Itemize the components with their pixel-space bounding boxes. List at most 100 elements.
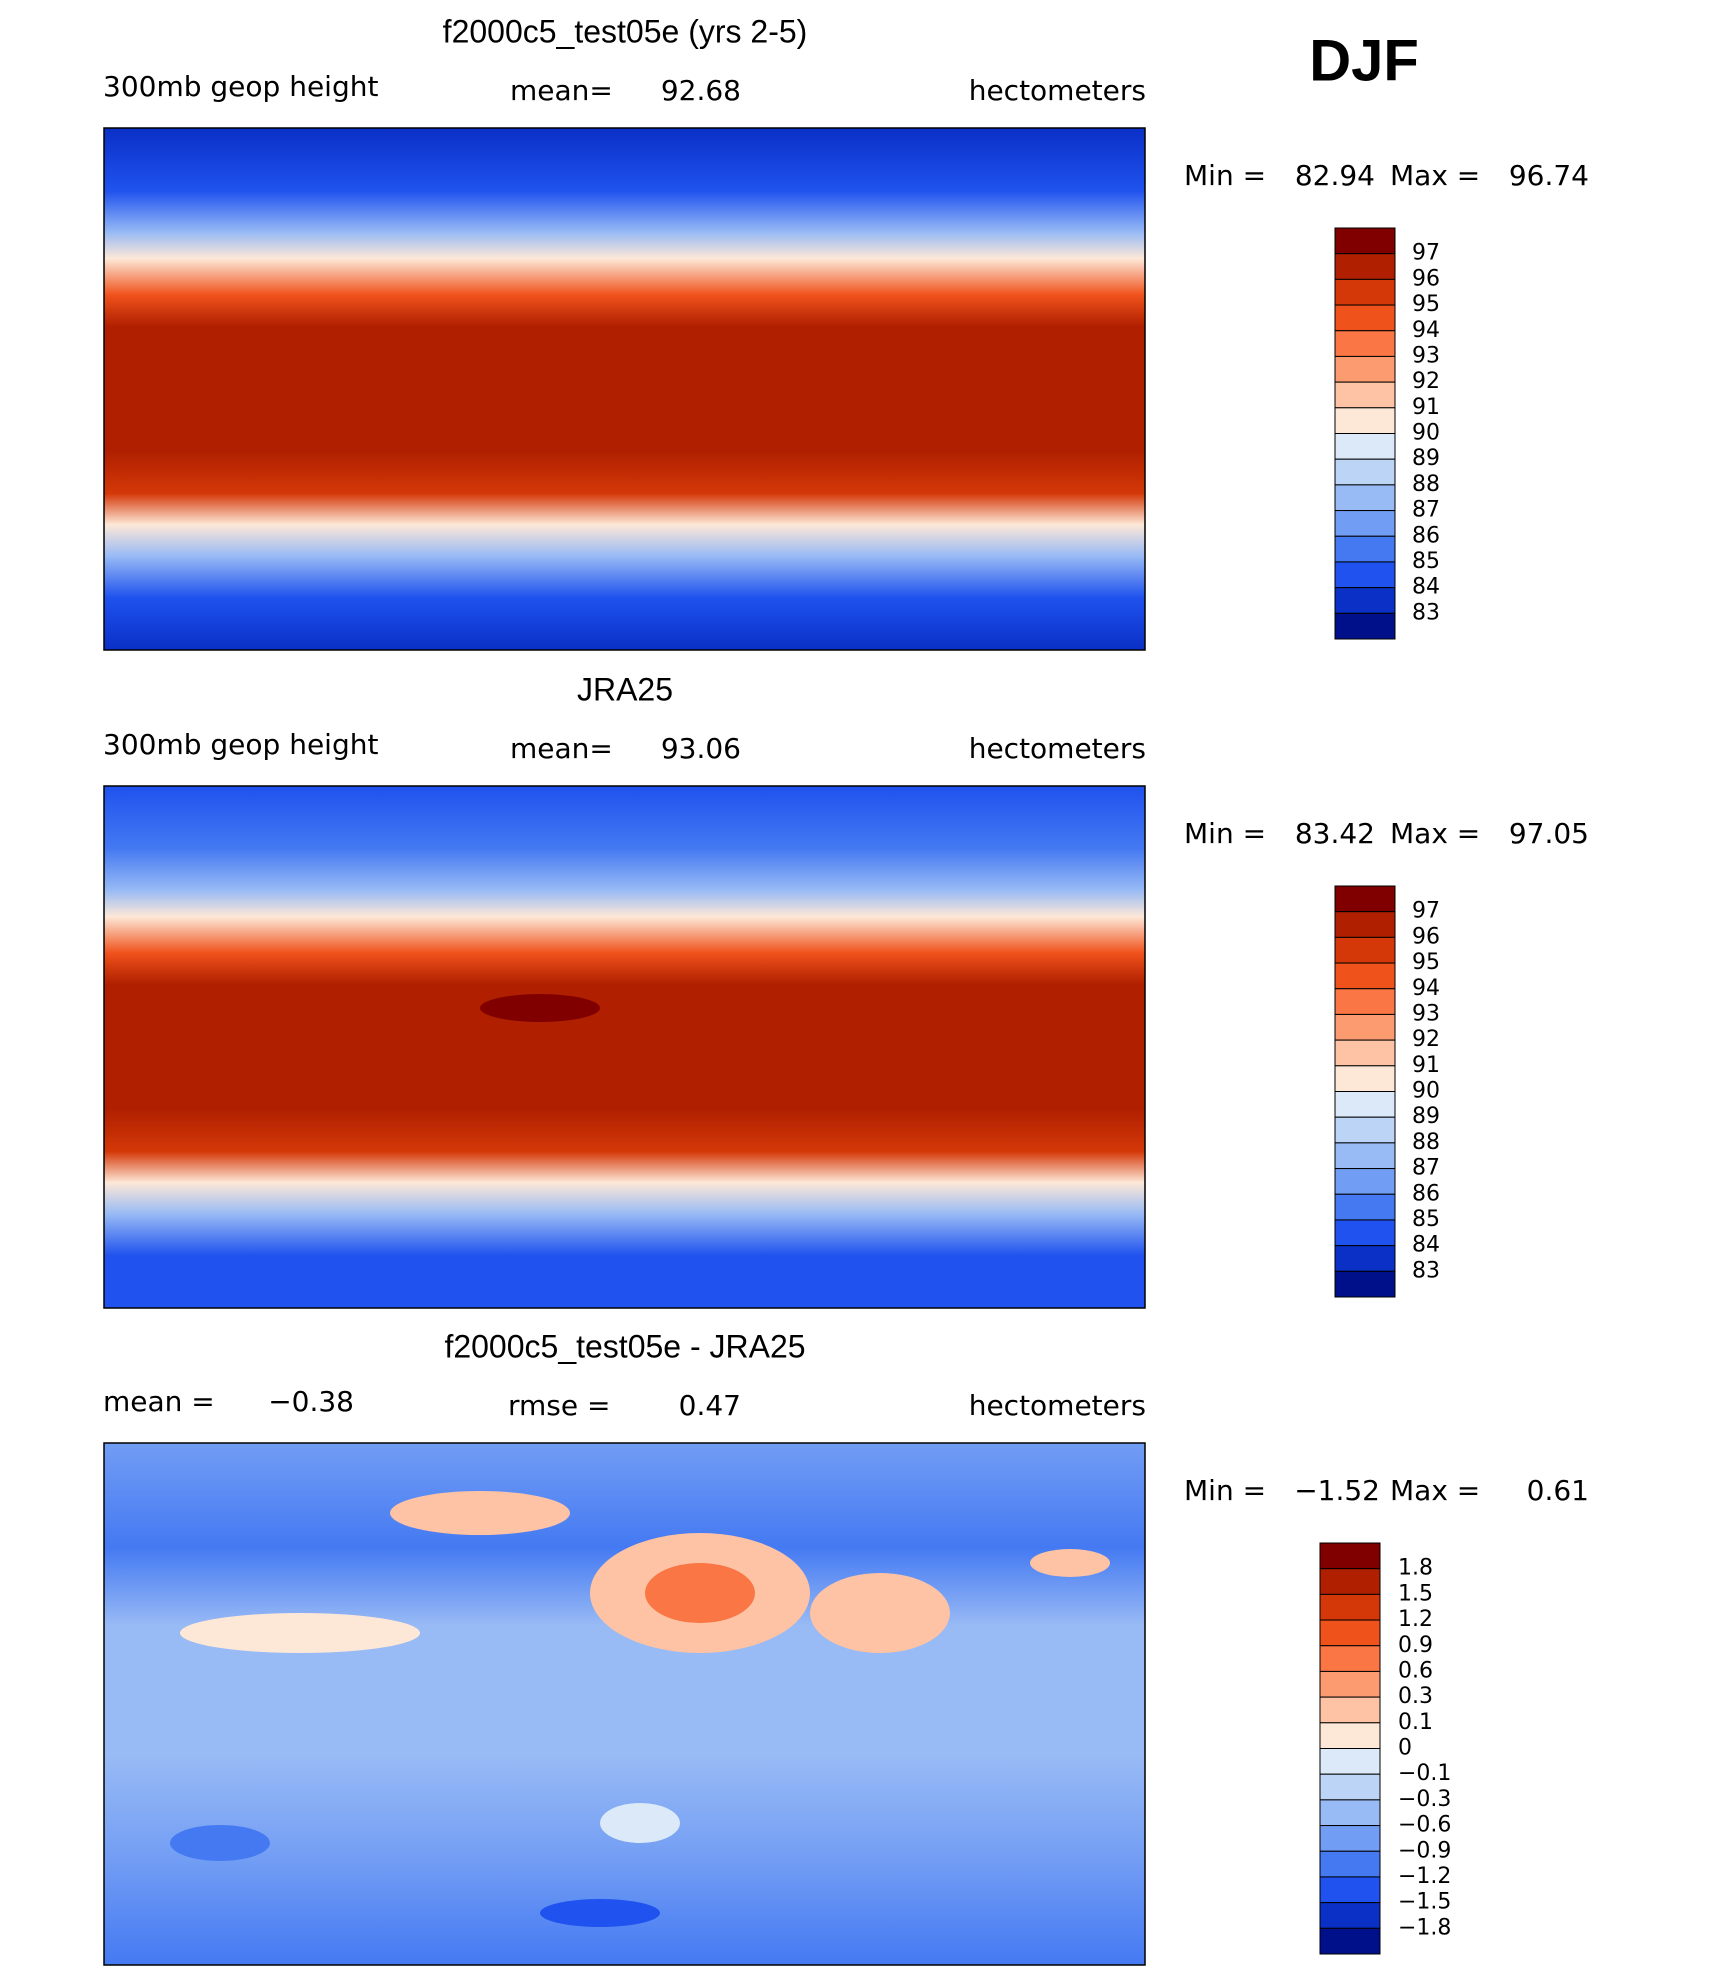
min-label: Min = xyxy=(1184,159,1266,192)
max-label: Max = xyxy=(1390,1474,1480,1507)
colorbar-label: 83 xyxy=(1412,600,1440,625)
colorbar-box xyxy=(1334,535,1396,563)
colorbar-label: 92 xyxy=(1412,1027,1440,1052)
map-field xyxy=(104,128,1145,650)
colorbar-box xyxy=(1334,911,1396,938)
colorbar-box xyxy=(1334,1193,1396,1221)
colorbar-label: 0 xyxy=(1398,1736,1412,1761)
colorbar-label: 86 xyxy=(1412,1181,1440,1206)
colorbar-box xyxy=(1334,1013,1396,1041)
colorbar-label: 94 xyxy=(1412,976,1440,1001)
max-value: 0.61 xyxy=(1527,1474,1589,1507)
colorbar-label: −0.3 xyxy=(1398,1787,1451,1812)
colorbar-box xyxy=(1319,1773,1381,1801)
colorbar-label: 85 xyxy=(1412,1207,1440,1232)
colorbar-box xyxy=(1319,1748,1381,1775)
colorbar-label: 89 xyxy=(1412,1104,1440,1129)
left-label: mean = xyxy=(103,1385,215,1418)
colorbar-label: −1.8 xyxy=(1398,1915,1451,1940)
colorbar-label: 1.8 xyxy=(1398,1556,1433,1581)
colorbar-label: −0.9 xyxy=(1398,1838,1451,1863)
colorbar-box xyxy=(1334,407,1396,434)
map-blob xyxy=(600,1803,680,1843)
colorbar-label: 95 xyxy=(1412,292,1440,317)
colorbar-box xyxy=(1319,1722,1381,1749)
colorbar-label: 85 xyxy=(1412,549,1440,574)
map-frame xyxy=(103,785,1146,1309)
colorbar-box xyxy=(1334,433,1396,460)
colorbar-box xyxy=(1334,587,1396,614)
colorbar-box xyxy=(1319,1568,1381,1595)
center-label: mean= xyxy=(510,732,613,765)
colorbar-box xyxy=(1334,1245,1396,1272)
max-value: 97.05 xyxy=(1509,817,1589,850)
colorbar-box xyxy=(1319,1850,1381,1878)
colorbar-box xyxy=(1334,484,1396,512)
colorbar-label: 1.5 xyxy=(1398,1581,1433,1606)
center-label: mean= xyxy=(510,74,613,107)
season-label: DJF xyxy=(1309,28,1419,93)
colorbar-label: 87 xyxy=(1412,1156,1440,1181)
colorbar-box xyxy=(1319,1593,1381,1621)
map-field xyxy=(104,786,1145,1308)
colorbar-label: 0.3 xyxy=(1398,1684,1433,1709)
min-value: 83.42 xyxy=(1295,817,1375,850)
colorbar-box xyxy=(1334,510,1396,537)
colorbar-box xyxy=(1334,1039,1396,1067)
map-blob xyxy=(180,1613,420,1653)
colorbar-box xyxy=(1334,355,1396,383)
map-field xyxy=(104,1443,1145,1965)
colorbar-label: 95 xyxy=(1412,950,1440,975)
colorbar-label: 88 xyxy=(1412,472,1440,497)
colorbar-label: 87 xyxy=(1412,498,1440,523)
colorbar-box xyxy=(1319,1876,1381,1904)
colorbar-box xyxy=(1334,330,1396,357)
colorbar-box xyxy=(1334,227,1396,255)
colorbar-box xyxy=(1334,304,1396,332)
colorbar-box xyxy=(1319,1799,1381,1827)
min-label: Min = xyxy=(1184,817,1266,850)
colorbar-label: 91 xyxy=(1412,395,1440,420)
colorbar-label: 97 xyxy=(1412,241,1440,266)
colorbar-box xyxy=(1334,936,1396,964)
colorbar-box xyxy=(1319,1902,1381,1929)
colorbar-label: 0.9 xyxy=(1398,1633,1433,1658)
colorbar-box xyxy=(1334,561,1396,589)
min-label: Min = xyxy=(1184,1474,1266,1507)
map-frame xyxy=(103,127,1146,651)
left-label: 300mb geop height xyxy=(103,728,378,761)
center-value: 92.68 xyxy=(661,74,741,107)
map-blob xyxy=(810,1573,950,1653)
colorbar-box xyxy=(1334,1116,1396,1144)
left-label: 300mb geop height xyxy=(103,70,378,103)
colorbar-label: 84 xyxy=(1412,575,1440,600)
map-blob xyxy=(540,1899,660,1927)
panel-title: JRA25 xyxy=(577,671,673,707)
colorbar-label: 94 xyxy=(1412,318,1440,343)
colorbar-box xyxy=(1334,253,1396,280)
colorbar-box xyxy=(1319,1825,1381,1852)
map-blob xyxy=(170,1825,270,1861)
colorbar-label: −1.2 xyxy=(1398,1864,1451,1889)
colorbar-box xyxy=(1334,1091,1396,1118)
colorbar-label: 96 xyxy=(1412,266,1440,291)
colorbar-box xyxy=(1334,988,1396,1015)
map-frame xyxy=(103,1442,1146,1966)
min-value: 82.94 xyxy=(1295,159,1375,192)
left-value: −0.38 xyxy=(268,1385,354,1418)
min-value: −1.52 xyxy=(1294,1474,1380,1507)
colorbar-box xyxy=(1319,1645,1381,1672)
colorbar-box xyxy=(1319,1927,1381,1955)
colorbar-box xyxy=(1334,381,1396,409)
colorbar-box xyxy=(1334,1065,1396,1092)
units: hectometers xyxy=(969,732,1146,765)
colorbar-box xyxy=(1334,278,1396,306)
colorbar-label: 91 xyxy=(1412,1053,1440,1078)
colorbar-box xyxy=(1334,1270,1396,1298)
panel-title: f2000c5_test05e (yrs 2-5) xyxy=(443,13,808,49)
colorbar-label: −0.6 xyxy=(1398,1813,1451,1838)
colorbar-label: 93 xyxy=(1412,1001,1440,1026)
colorbar-label: 90 xyxy=(1412,1079,1440,1104)
colorbar-label: 89 xyxy=(1412,446,1440,471)
map-blob xyxy=(645,1563,755,1623)
